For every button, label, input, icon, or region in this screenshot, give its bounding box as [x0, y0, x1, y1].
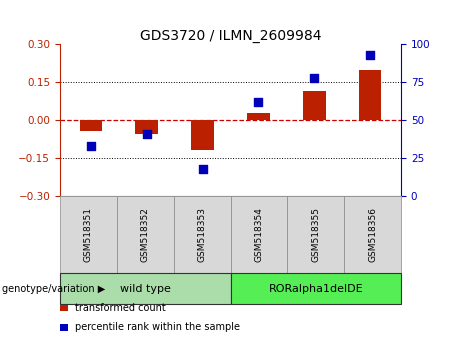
Text: RORalpha1delDE: RORalpha1delDE — [268, 284, 363, 293]
Bar — [191, 120, 214, 149]
Bar — [247, 113, 270, 120]
Point — [366, 52, 374, 58]
Bar — [79, 120, 102, 131]
Text: genotype/variation ▶: genotype/variation ▶ — [2, 284, 106, 293]
Point — [255, 99, 262, 105]
Text: GSM518351: GSM518351 — [84, 207, 93, 262]
Bar — [303, 91, 325, 120]
Bar — [136, 120, 158, 134]
Bar — [359, 70, 382, 120]
Text: wild type: wild type — [120, 284, 171, 293]
Text: GSM518353: GSM518353 — [198, 207, 207, 262]
Point — [87, 143, 95, 149]
Text: transformed count: transformed count — [75, 303, 166, 313]
Point — [311, 75, 318, 81]
Title: GDS3720 / ILMN_2609984: GDS3720 / ILMN_2609984 — [140, 29, 321, 43]
Text: GSM518354: GSM518354 — [254, 207, 263, 262]
Point — [199, 166, 206, 172]
Text: GSM518356: GSM518356 — [368, 207, 377, 262]
Text: GSM518352: GSM518352 — [141, 207, 150, 262]
Point — [143, 131, 150, 137]
Text: percentile rank within the sample: percentile rank within the sample — [75, 322, 240, 332]
Text: GSM518355: GSM518355 — [311, 207, 320, 262]
